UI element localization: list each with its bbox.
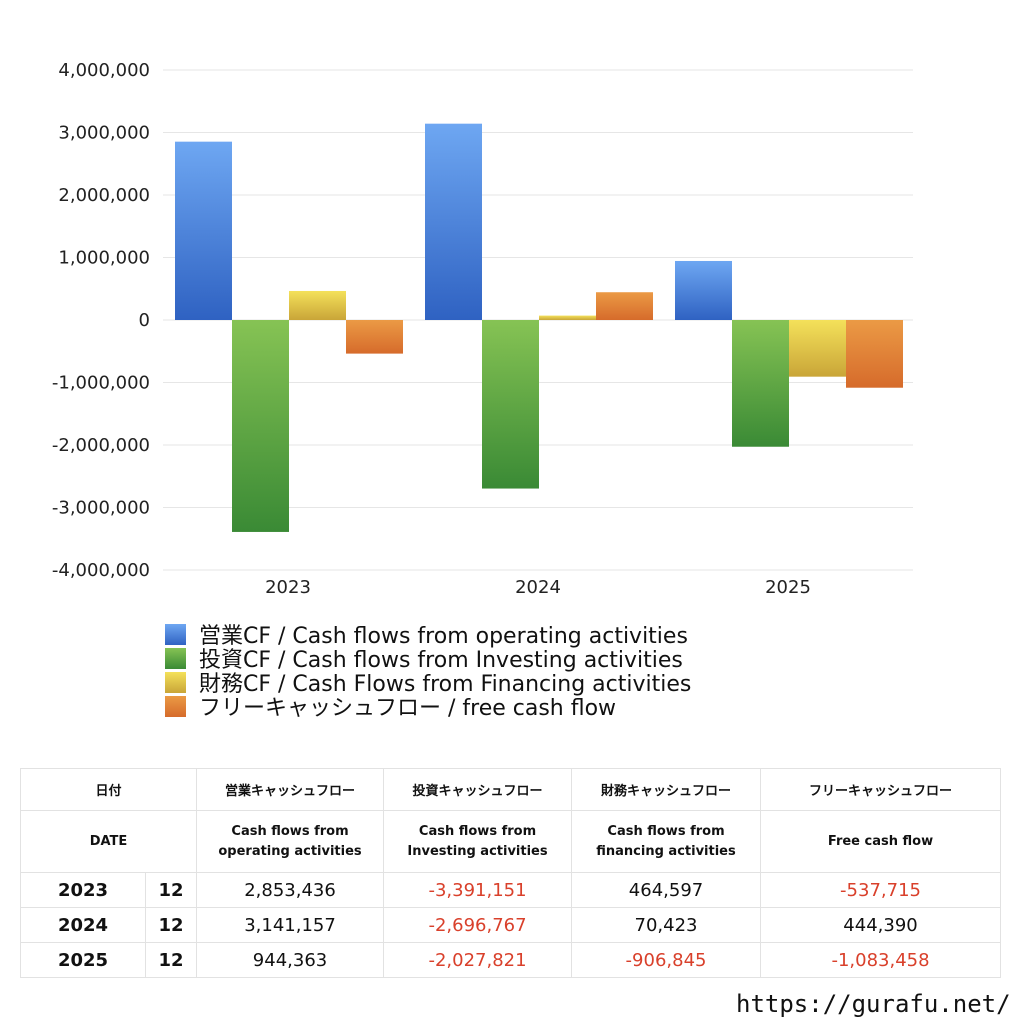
x-tick-label: 2025 (765, 577, 811, 598)
y-tick-label: 0 (139, 310, 150, 331)
header-operating-ja: 営業キャッシュフロー (196, 768, 385, 811)
bar-2025-series-2 (789, 320, 846, 377)
table-cell: -537,715 (760, 872, 1002, 908)
legend-swatch (165, 695, 186, 717)
table-header-row-ja: 日付 営業キャッシュフロー 投資キャッシュフロー 財務キャッシュフロー フリーキ… (19, 768, 1002, 811)
legend-item: 投資CF / Cash flows from Investing activit… (165, 646, 691, 673)
x-tick-label: 2023 (265, 577, 311, 598)
table-cell: -906,845 (571, 942, 762, 978)
row-year: 2024 (20, 907, 146, 943)
table-cell: 944,363 (196, 942, 385, 978)
legend-label: フリーキャッシュフロー / free cash flow (199, 696, 617, 721)
bars (175, 123, 903, 532)
x-axis-ticks: 2023 2024 2025 (265, 577, 811, 598)
header-financing-en: Cash flows from financing activities (571, 810, 762, 873)
row-month: 12 (144, 872, 198, 908)
table-row: 2023 12 2,853,436 -3,391,151 464,597 -537,715 (20, 872, 1002, 908)
bar-2023-series-3 (346, 320, 403, 354)
row-month: 12 (144, 942, 198, 978)
bar-2024-series-3 (596, 292, 653, 320)
y-tick-label: -1,000,000 (52, 373, 150, 394)
table-header-row-en: DATE Cash flows from operating activitie… (19, 810, 1002, 873)
table-cell: 444,390 (760, 907, 1002, 943)
y-tick-label: 3,000,000 (58, 123, 150, 144)
bar-2025-series-1 (732, 320, 789, 447)
cash-flow-bar-chart: 4,000,000 3,000,000 2,000,000 1,000,000 0 -1,… (52, 60, 913, 598)
row-year: 2023 (20, 872, 146, 908)
cash-flow-table: 日付 営業キャッシュフロー 投資キャッシュフロー 財務キャッシュフロー フリーキ… (19, 768, 1002, 978)
bar-2023-series-0 (175, 141, 232, 320)
bar-2025-series-0 (675, 260, 732, 320)
y-tick-label: 4,000,000 (58, 60, 150, 81)
legend-item: 営業CF / Cash flows from operating activit… (165, 622, 691, 649)
y-axis-ticks: 4,000,000 3,000,000 2,000,000 1,000,000 0 -1,… (52, 60, 150, 581)
header-investing-en: Cash flows from Investing activities (383, 810, 573, 873)
site-url: https://gurafu.net/ (736, 990, 1011, 1018)
table-cell: -2,696,767 (383, 907, 573, 943)
header-date-ja: 日付 (19, 768, 198, 811)
row-year: 2025 (20, 942, 146, 978)
bar-2023-series-2 (289, 290, 346, 320)
legend-swatch (165, 623, 186, 645)
bar-2024-series-1 (482, 320, 539, 489)
y-tick-label: 1,000,000 (58, 248, 150, 269)
bar-2025-series-3 (846, 320, 903, 388)
y-tick-label: -2,000,000 (52, 435, 150, 456)
bar-2024-series-2 (539, 315, 596, 320)
table-cell: -3,391,151 (383, 872, 573, 908)
table-cell: 464,597 (571, 872, 762, 908)
bar-2024-series-0 (425, 123, 482, 320)
y-tick-label: 2,000,000 (58, 185, 150, 206)
header-investing-ja: 投資キャッシュフロー (383, 768, 573, 811)
table-cell: 3,141,157 (196, 907, 385, 943)
row-month: 12 (144, 907, 198, 943)
legend: 営業CF / Cash flows from operating activit… (165, 622, 691, 721)
legend-label: 営業CF / Cash flows from operating activit… (199, 624, 688, 649)
legend-swatch (165, 671, 186, 693)
y-tick-label: -3,000,000 (52, 498, 150, 519)
legend-label: 投資CF / Cash flows from Investing activit… (199, 648, 683, 673)
header-free-cf-en: Free cash flow (760, 810, 1002, 873)
x-tick-label: 2024 (515, 577, 561, 598)
table-cell: 70,423 (571, 907, 762, 943)
header-financing-ja: 財務キャッシュフロー (571, 768, 762, 811)
table-cell: -1,083,458 (760, 942, 1002, 978)
table-row: 2025 12 944,363 -2,027,821 -906,845 -1,083,45… (20, 942, 1002, 978)
legend-label: 財務CF / Cash Flows from Financing activit… (199, 672, 692, 697)
legend-item: フリーキャッシュフロー / free cash flow (165, 694, 691, 721)
legend-item: 財務CF / Cash Flows from Financing activit… (165, 670, 691, 697)
table-row: 2024 12 3,141,157 -2,696,767 70,423 444,390 (20, 907, 1002, 943)
table-cell: -2,027,821 (383, 942, 573, 978)
header-date-en: DATE (19, 810, 198, 873)
header-operating-en: Cash flows from operating activities (196, 810, 385, 873)
table-cell: 2,853,436 (196, 872, 385, 908)
y-tick-label: -4,000,000 (52, 560, 150, 581)
legend-swatch (165, 647, 186, 669)
bar-2023-series-1 (232, 320, 289, 532)
header-free-cf-ja: フリーキャッシュフロー (760, 768, 1002, 811)
